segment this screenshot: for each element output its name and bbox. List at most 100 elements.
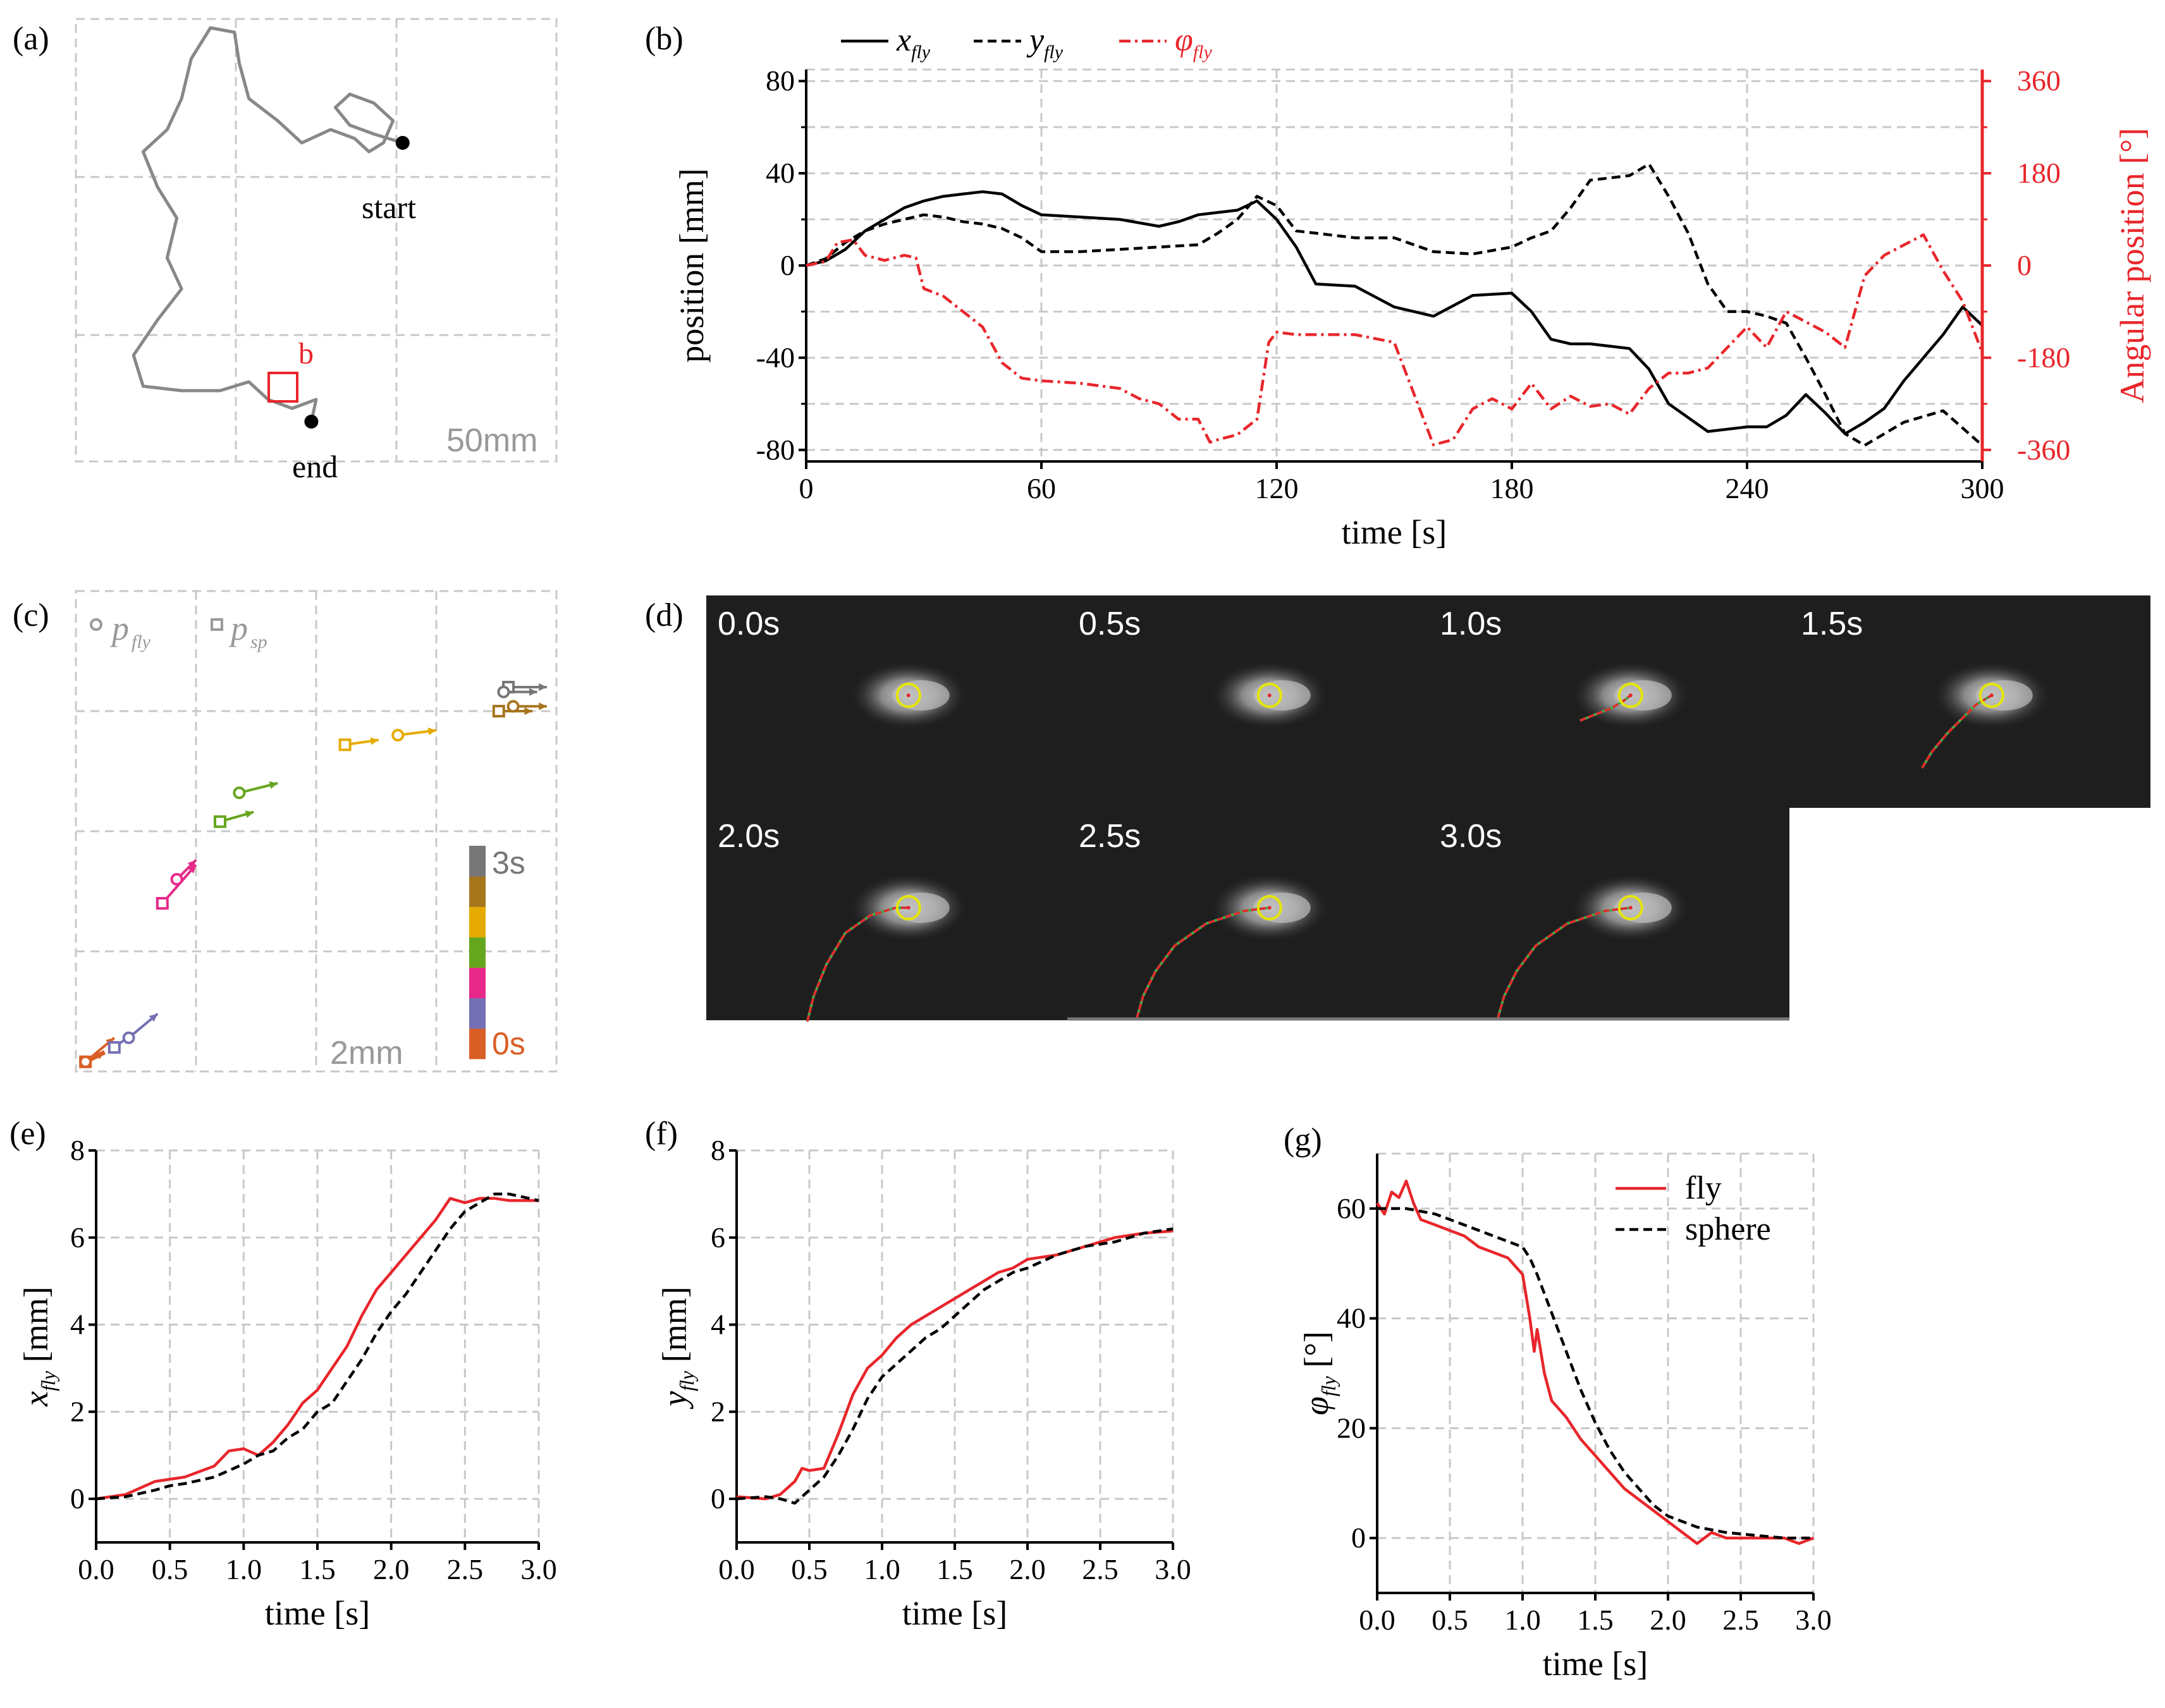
colorbar-segment: [469, 937, 486, 968]
frame-time-label: 0.5s: [1079, 606, 1141, 642]
x-tick-label: 1.5: [299, 1553, 336, 1585]
x-tick-label: 300: [1961, 472, 2004, 504]
y-tick-label: 4: [711, 1308, 725, 1341]
y-tick-label: 0: [1351, 1522, 1366, 1554]
legend-label-y: yfly: [1026, 22, 1064, 63]
x-tick-label: 2.0: [373, 1553, 410, 1585]
frame-time-label: 1.5s: [1801, 606, 1863, 642]
legend-fly-p: p: [109, 609, 129, 647]
legend-sp-p: p: [228, 609, 248, 647]
vector-arrows: [79, 681, 547, 1068]
x-tick-label: 1.0: [1504, 1604, 1541, 1636]
fly-trail: [1579, 694, 1631, 722]
y-tick-label: 2: [711, 1395, 725, 1427]
tracking-circle: [1256, 683, 1282, 708]
frame-time-label: 1.0s: [1440, 606, 1502, 642]
right-y-axis-label: Angular position [°]: [2113, 128, 2151, 403]
panel-d-label: (d): [645, 597, 684, 633]
legend-fly-sub: fly: [132, 631, 151, 652]
x-axis-label: time [s]: [265, 1594, 370, 1632]
y-tick-label: 6: [711, 1221, 725, 1254]
y-tick-label: -40: [756, 341, 795, 374]
end-label: end: [292, 449, 338, 484]
arrowhead-fly-0.5s: [149, 1013, 158, 1022]
y-tick-label: 40: [766, 157, 795, 189]
colorbar-top-label: 3s: [492, 845, 525, 881]
time-colorbar: [469, 846, 486, 1059]
arrowhead-fly-3.0s: [529, 688, 537, 696]
y-tick-label: 4: [70, 1308, 85, 1341]
tracking-circle: [895, 683, 921, 708]
colorbar-segment: [469, 997, 486, 1029]
x-tick-label: 2.5: [447, 1553, 484, 1585]
panel-a-frame: [75, 18, 558, 463]
arrowhead-sp-1.0s: [188, 865, 196, 874]
series-sphere: [736, 1227, 1174, 1505]
x-tick-label: 3.0: [1795, 1604, 1832, 1636]
x-axis-label: time [s]: [1543, 1645, 1648, 1683]
colorbar-segment: [469, 906, 486, 937]
panel-c-vectors: p fly p sp 3s 0s 2mm: [75, 590, 558, 1073]
legend-fly-marker: [90, 618, 102, 631]
y-tick-label: 40: [1337, 1302, 1366, 1334]
panel-e-label: (e): [9, 1116, 46, 1152]
series-sphere: [1377, 1207, 1813, 1540]
arrowhead-sp-2.5s: [524, 707, 532, 716]
y-tick-label: 2: [70, 1395, 85, 1427]
y-axis-label: xfly [mm]: [17, 1286, 59, 1406]
x-axis-label: time [s]: [1342, 513, 1447, 551]
y-axis-label: yfly [mm]: [656, 1286, 698, 1409]
tracking-point: [906, 906, 911, 910]
arrowhead-fly-2.0s: [427, 727, 436, 736]
panel-f-label: (f): [645, 1116, 678, 1152]
y-tick-label: 20: [1337, 1412, 1366, 1444]
x-tick-label: 0: [799, 472, 814, 504]
arrowhead-fly-0.0s: [95, 1052, 105, 1059]
frame-time-label: 0.0s: [718, 606, 780, 642]
legend-sp-marker: [211, 618, 223, 631]
y-axis-label: position [mm]: [673, 168, 711, 363]
x-tick-label: 120: [1255, 472, 1299, 504]
arrowhead-fly-1.5s: [269, 781, 278, 789]
panel-b-chart: 0 60 120 180 240 300 -80 -40 0 40 80 time [s] -360 -1…: [673, 22, 2151, 551]
tracking-circle: [1617, 683, 1643, 708]
frame-time-label: 2.0s: [718, 818, 780, 855]
x-tick-label: 2.0: [1650, 1604, 1686, 1636]
x-tick-label: 3.0: [520, 1553, 557, 1585]
legend-label-x: xfly: [896, 22, 931, 63]
right-y-tick-label: -360: [2017, 434, 2070, 466]
colorbar-segment: [469, 1028, 486, 1059]
tracking-point: [906, 693, 911, 697]
tracking-point: [1628, 906, 1633, 910]
zoom-box-label: b: [298, 337, 314, 370]
panel-g-chart: 0.0 0.5 1.0 1.5 2.0 2.5 3.0 0 20 40 60 time [s] φfly…: [1297, 1152, 1832, 1683]
panel-a-label: (a): [13, 21, 49, 57]
legend-sp-sub: sp: [250, 631, 267, 652]
arrowhead-fly-1.0s: [187, 860, 196, 869]
legend-label-fly: fly: [1685, 1170, 1722, 1206]
series-phi: [806, 233, 1984, 446]
frame-time-label: 2.5s: [1079, 818, 1141, 855]
y-tick-label: 80: [766, 64, 795, 97]
colorbar-segment: [469, 967, 486, 999]
x-axis-label: time [s]: [902, 1594, 1007, 1632]
x-tick-label: 1.0: [226, 1553, 262, 1585]
sp-marker-2.5s: [492, 705, 505, 717]
x-tick-label: 2.5: [1722, 1604, 1759, 1636]
fly-marker-0.5s: [122, 1031, 135, 1044]
frame-time-label: 3.0s: [1440, 818, 1502, 855]
y-axis-label: φfly [°]: [1297, 1331, 1340, 1415]
arrowhead-sp-1.5s: [245, 810, 254, 818]
x-tick-label: 180: [1490, 472, 1534, 504]
fly-marker-1.5s: [233, 786, 246, 800]
y-tick-label: 0: [711, 1482, 725, 1515]
fly-marker-3.0s: [497, 685, 510, 698]
y-tick-label: 0: [70, 1482, 85, 1515]
x-tick-label: 0.5: [1432, 1604, 1468, 1636]
x-tick-label: 240: [1726, 472, 1769, 504]
legend-label-sphere: sphere: [1685, 1211, 1771, 1247]
tracking-point: [1267, 906, 1272, 910]
arrowhead-sp-3.0s: [539, 683, 547, 692]
sp-marker-1.5s: [214, 815, 226, 828]
panel-d-frames: 0.0s 0.5s 1.0s 1.5s 2.0s 2.5s 3.0s: [706, 595, 2150, 1022]
